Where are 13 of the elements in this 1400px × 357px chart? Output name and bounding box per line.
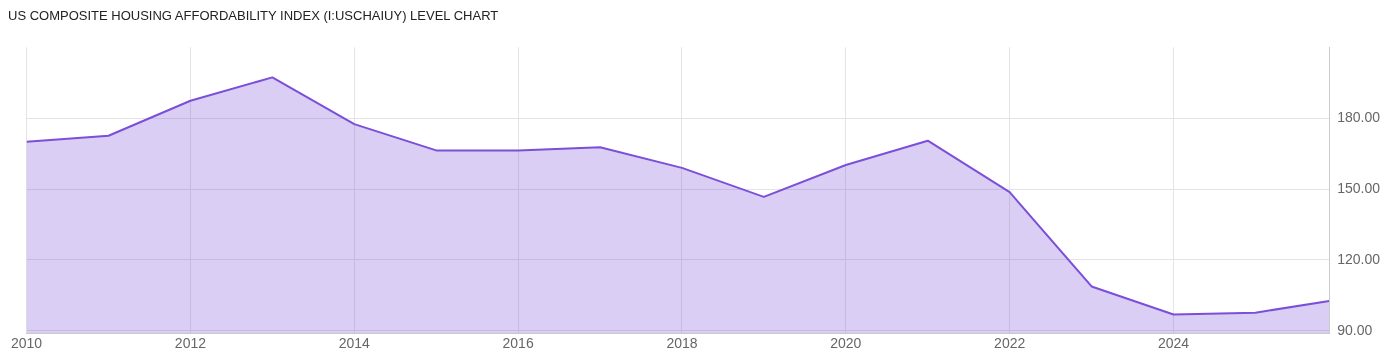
- x-tick-label: 2020: [830, 335, 862, 352]
- chart-title: US COMPOSITE HOUSING AFFORDABILITY INDEX (I:USCHAIUY) LEVEL CHART: [8, 8, 500, 23]
- x-tick-label: 2024: [1157, 335, 1190, 352]
- y-tick-label: 180.00: [1337, 109, 1381, 126]
- x-tick-label: 2022: [994, 335, 1026, 352]
- x-tick-label: 2014: [338, 335, 371, 352]
- x-tick-label: 2012: [174, 335, 207, 352]
- x-tick-label: 2018: [666, 335, 698, 352]
- x-tick-label: 2016: [502, 335, 534, 352]
- y-tick-label: 150.00: [1337, 179, 1381, 196]
- y-tick-label: 120.00: [1337, 250, 1381, 267]
- x-tick-label: 2010: [10, 335, 43, 352]
- y-tick-label: 90.00: [1337, 321, 1373, 338]
